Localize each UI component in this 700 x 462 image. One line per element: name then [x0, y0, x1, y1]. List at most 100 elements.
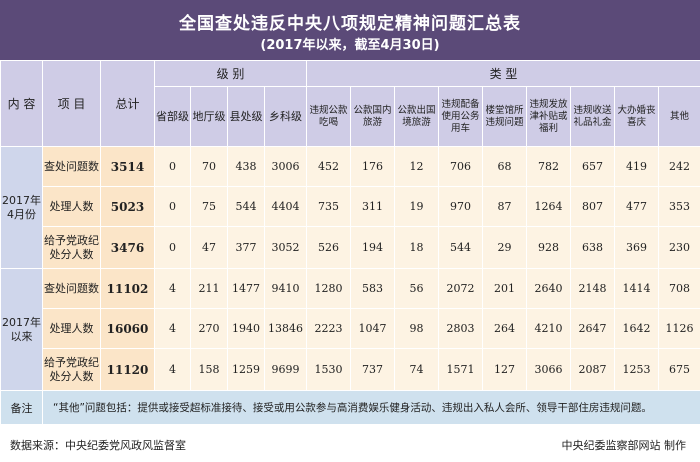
level-value: 1940 [227, 308, 265, 349]
level-value: 211 [190, 268, 228, 309]
row-item-label: 处理人数 [42, 308, 101, 349]
type-value: 1530 [306, 348, 352, 391]
type-value: 1047 [350, 308, 396, 349]
type-value: 1280 [306, 268, 352, 309]
level-value: 1477 [227, 268, 265, 309]
type-value: 29 [482, 226, 528, 269]
type-value: 807 [570, 186, 616, 227]
type-value: 74 [394, 348, 440, 391]
type-value: 2087 [570, 348, 616, 391]
type-col-4: 楼堂馆所违规问题 [482, 86, 528, 147]
page-title: 全国查处违反中央八项规定精神问题汇总表 [179, 14, 521, 34]
header-level-group: 级 别 [153, 60, 308, 87]
row-total: 5023 [100, 186, 155, 227]
table-row: 2017年以来 查处问题数 11102 4 211 1477 9410 1280… [0, 268, 700, 391]
header-item: 项 目 [42, 60, 101, 147]
footer: 数据来源：中央纪委党风政风监督室 中央纪委监察部网站 制作 [0, 428, 700, 462]
type-value: 419 [614, 146, 660, 187]
level-value: 158 [190, 348, 228, 391]
type-value: 1253 [614, 348, 660, 391]
type-col-2: 公款出国境旅游 [394, 86, 440, 147]
level-value: 4 [154, 308, 191, 349]
level-value: 438 [227, 146, 265, 187]
type-value: 201 [482, 268, 528, 309]
row-total: 16060 [100, 308, 155, 349]
type-value: 12 [394, 146, 440, 187]
data-source: 数据来源：中央纪委党风政风监督室 [10, 439, 186, 452]
type-value: 735 [306, 186, 352, 227]
summary-table: 内 容 项 目 总计 级 别 类 型 省部级 地厅级 县处级 乡科级 违规公款吃… [0, 60, 700, 425]
row-total: 11120 [100, 348, 155, 391]
level-value: 1259 [227, 348, 265, 391]
type-value: 18 [394, 226, 440, 269]
type-value: 19 [394, 186, 440, 227]
type-col-5: 违规发放津补贴或福利 [526, 86, 572, 147]
level-value: 4 [154, 268, 191, 309]
level-value: 9699 [263, 348, 308, 391]
header-content: 内 容 [0, 60, 43, 147]
row-total: 3514 [100, 146, 155, 187]
level-value: 377 [227, 226, 265, 269]
type-value: 2148 [570, 268, 616, 309]
level-value: 0 [154, 186, 191, 227]
type-col-6: 违规收送礼品礼金 [570, 86, 616, 147]
type-col-8: 其他 [658, 86, 700, 147]
type-col-1: 公款国内旅游 [350, 86, 396, 147]
level-value: 75 [190, 186, 228, 227]
table-row: 给予党政纪处分人数 11120 4 158 1259 9699 1530 737… [1, 348, 700, 391]
level-value: 270 [190, 308, 228, 349]
type-value: 1126 [658, 308, 700, 349]
row-item-label: 给予党政纪处分人数 [42, 226, 101, 269]
type-value: 68 [482, 146, 528, 187]
table-row: 处理人数 16060 4 270 1940 13846 2223 1047 98… [1, 308, 700, 349]
type-value: 526 [306, 226, 352, 269]
header-row-groups: 内 容 项 目 总计 级 别 类 型 [0, 60, 700, 147]
type-value: 176 [350, 146, 396, 187]
header-type-group: 类 型 [306, 60, 700, 87]
type-value: 970 [438, 186, 484, 227]
header-row-columns: 省部级 地厅级 县处级 乡科级 违规公款吃喝 公款国内旅游 公款出国境旅游 违规… [1, 86, 700, 147]
level-value: 47 [190, 226, 228, 269]
row-item-label: 给予党政纪处分人数 [42, 348, 101, 391]
type-value: 675 [658, 348, 700, 391]
type-value: 98 [394, 308, 440, 349]
type-value: 2803 [438, 308, 484, 349]
type-value: 477 [614, 186, 660, 227]
type-value: 4210 [526, 308, 572, 349]
type-value: 3066 [526, 348, 572, 391]
level-value: 3006 [263, 146, 308, 187]
note-label: 备注 [0, 390, 43, 425]
row-total: 11102 [100, 268, 155, 309]
row-item-label: 查处问题数 [42, 268, 101, 309]
type-value: 2072 [438, 268, 484, 309]
level-col-1: 地厅级 [190, 86, 228, 147]
level-value: 544 [227, 186, 265, 227]
type-value: 544 [438, 226, 484, 269]
type-value: 56 [394, 268, 440, 309]
type-value: 230 [658, 226, 700, 269]
table-row: 给予党政纪处分人数 3476 0 47 377 3052 526 194 18 … [1, 226, 700, 269]
type-col-0: 违规公款吃喝 [306, 86, 352, 147]
page-subtitle: (2017年以来，截至4月30日) [260, 38, 440, 53]
type-col-7: 大办婚丧喜庆 [614, 86, 660, 147]
type-value: 369 [614, 226, 660, 269]
note-text: “其他”问题包括：提供或接受超标准接待、接受或用公款参与高消费娱乐健身活动、违规… [41, 390, 700, 425]
type-value: 706 [438, 146, 484, 187]
type-value: 1642 [614, 308, 660, 349]
header-total: 总计 [100, 60, 155, 147]
group-label-april: 2017年4月份 [0, 146, 43, 269]
type-value: 452 [306, 146, 352, 187]
level-value: 9410 [263, 268, 308, 309]
type-value: 1414 [614, 268, 660, 309]
type-value: 194 [350, 226, 396, 269]
level-value: 4404 [263, 186, 308, 227]
type-value: 2223 [306, 308, 352, 349]
producer-credit: 中央纪委监察部网站 制作 [561, 439, 687, 452]
type-value: 2647 [570, 308, 616, 349]
type-value: 782 [526, 146, 572, 187]
row-item-label: 查处问题数 [42, 146, 101, 187]
table-row: 处理人数 5023 0 75 544 4404 735 311 19 970 8… [1, 186, 700, 227]
note-row: 备注 “其他”问题包括：提供或接受超标准接待、接受或用公款参与高消费娱乐健身活动… [0, 390, 700, 425]
level-value: 70 [190, 146, 228, 187]
